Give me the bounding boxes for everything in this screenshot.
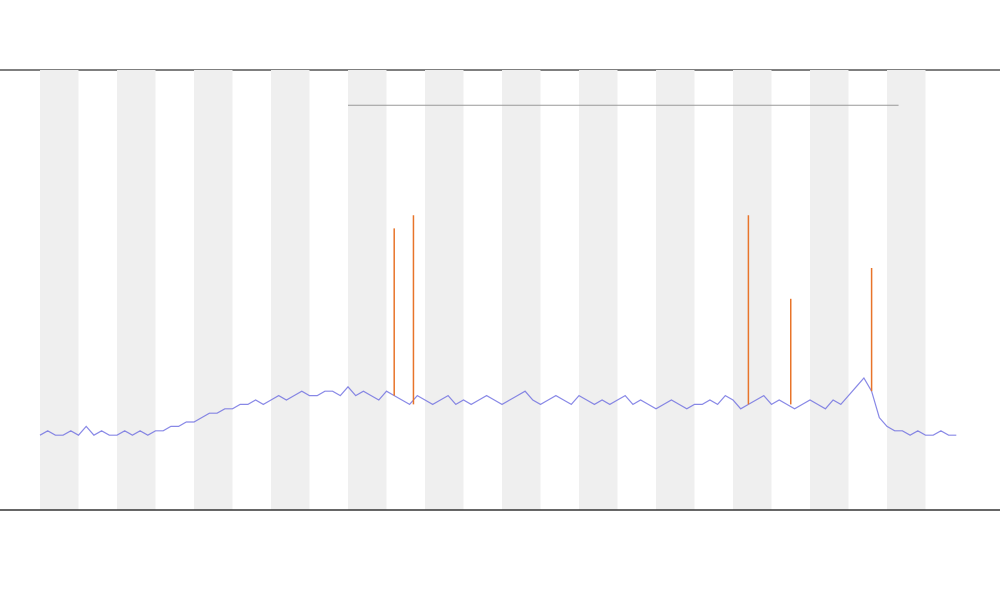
line-series	[39, 376, 957, 436]
shaded-band	[733, 70, 772, 510]
shaded-band	[502, 70, 541, 510]
plot-area	[39, 70, 957, 510]
shaded-band	[887, 70, 926, 510]
shaded-band	[656, 70, 695, 510]
shaded-band	[194, 70, 233, 510]
shaded-band	[348, 70, 387, 510]
shaded-band	[810, 70, 849, 510]
shaded-band	[425, 70, 464, 510]
shaded-band	[40, 70, 79, 510]
shaded-band	[271, 70, 310, 510]
shaded-band	[117, 70, 156, 510]
shaded-band	[579, 70, 618, 510]
